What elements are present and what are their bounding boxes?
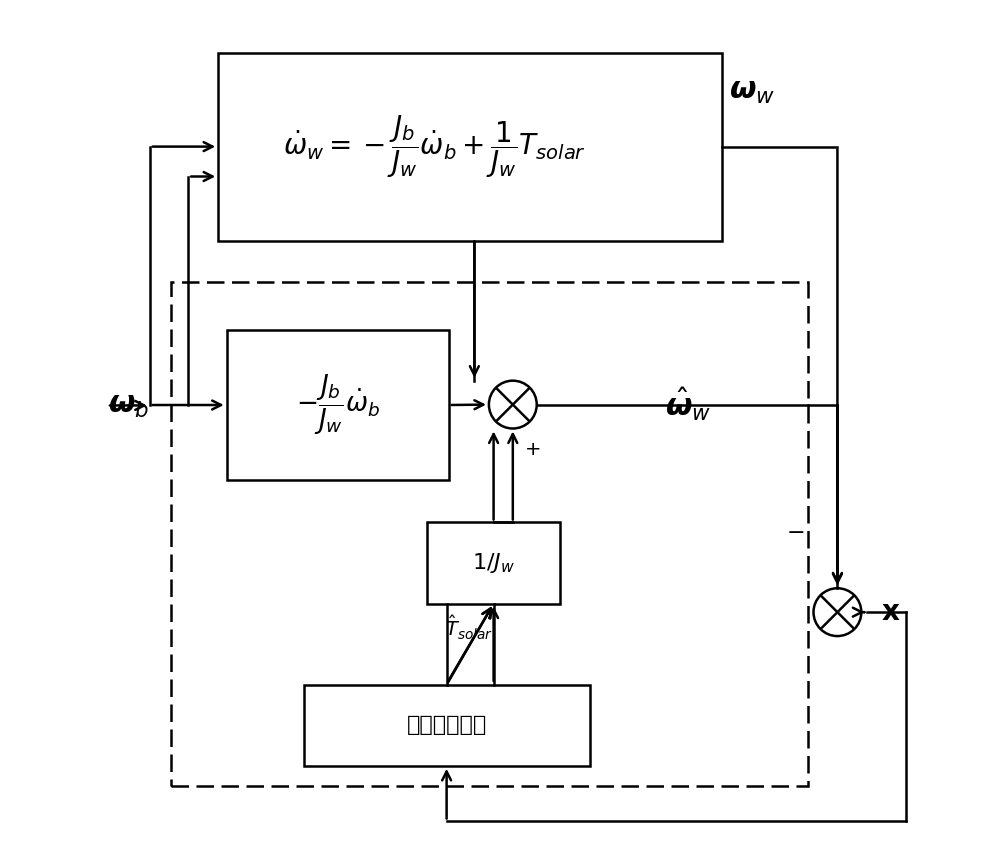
Text: $\mathbf{x}$: $\mathbf{x}$: [881, 598, 901, 626]
Text: $\boldsymbol{\omega}_b$: $\boldsymbol{\omega}_b$: [108, 391, 149, 420]
Bar: [427, 523, 560, 603]
Text: $-\dfrac{J_b}{J_w}\dot{\omega}_b$: $-\dfrac{J_b}{J_w}\dot{\omega}_b$: [296, 373, 380, 437]
Text: $\boldsymbol{\omega}_w$: $\boldsymbol{\omega}_w$: [729, 76, 775, 105]
Bar: [218, 52, 722, 241]
Bar: [171, 282, 808, 786]
Text: 模糊逻辑系统: 模糊逻辑系统: [406, 716, 487, 735]
Bar: [304, 685, 590, 766]
Text: $-$: $-$: [786, 521, 804, 541]
Text: $1/J_w$: $1/J_w$: [472, 551, 515, 575]
Bar: [227, 330, 449, 480]
Text: $\dot{\omega}_w = -\dfrac{J_b}{J_w}\dot{\omega}_b + \dfrac{1}{J_w}T_{solar}$: $\dot{\omega}_w = -\dfrac{J_b}{J_w}\dot{…: [283, 113, 586, 180]
Text: $+$: $+$: [524, 440, 541, 458]
Text: $\hat{\boldsymbol{\omega}}_w$: $\hat{\boldsymbol{\omega}}_w$: [665, 386, 711, 423]
Text: $\hat{T}_{solar}$: $\hat{T}_{solar}$: [445, 614, 493, 642]
